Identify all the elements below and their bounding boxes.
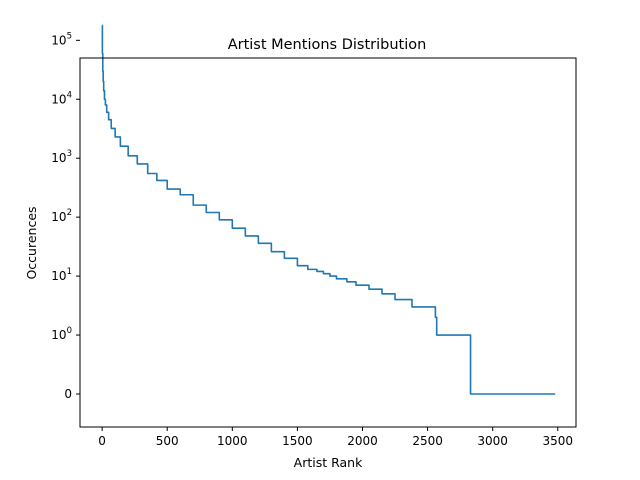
- y-axis: 0 100 101 102 103 104 105: [51, 31, 80, 401]
- y-tick-label: 0: [64, 387, 72, 401]
- series-line: [101, 24, 556, 395]
- x-axis-label: Artist Rank: [294, 455, 363, 470]
- y-tick-label: 101: [51, 267, 72, 283]
- y-tick-label: 102: [51, 208, 72, 224]
- y-tick-label: 103: [51, 149, 72, 165]
- x-tick-label: 500: [156, 434, 179, 448]
- x-axis: 0 500 1000 1500 2000 2500 3000 3500: [98, 427, 573, 448]
- y-tick-label: 100: [51, 326, 72, 342]
- x-tick-label: 3000: [477, 434, 508, 448]
- plot-area: [101, 24, 556, 395]
- x-tick-label: 2500: [412, 434, 443, 448]
- x-tick-label: 3500: [543, 434, 574, 448]
- axes-frame: [79, 57, 577, 428]
- y-tick-label: 105: [51, 31, 72, 47]
- x-tick-label: 1500: [282, 434, 313, 448]
- chart-title: Artist Mentions Distribution: [228, 37, 427, 53]
- x-tick-label: 2000: [347, 434, 378, 448]
- y-axis-label: Occurences: [24, 206, 39, 279]
- y-tick-label: 104: [51, 90, 72, 106]
- x-tick-label: 1000: [217, 434, 248, 448]
- x-tick-label: 0: [98, 434, 106, 448]
